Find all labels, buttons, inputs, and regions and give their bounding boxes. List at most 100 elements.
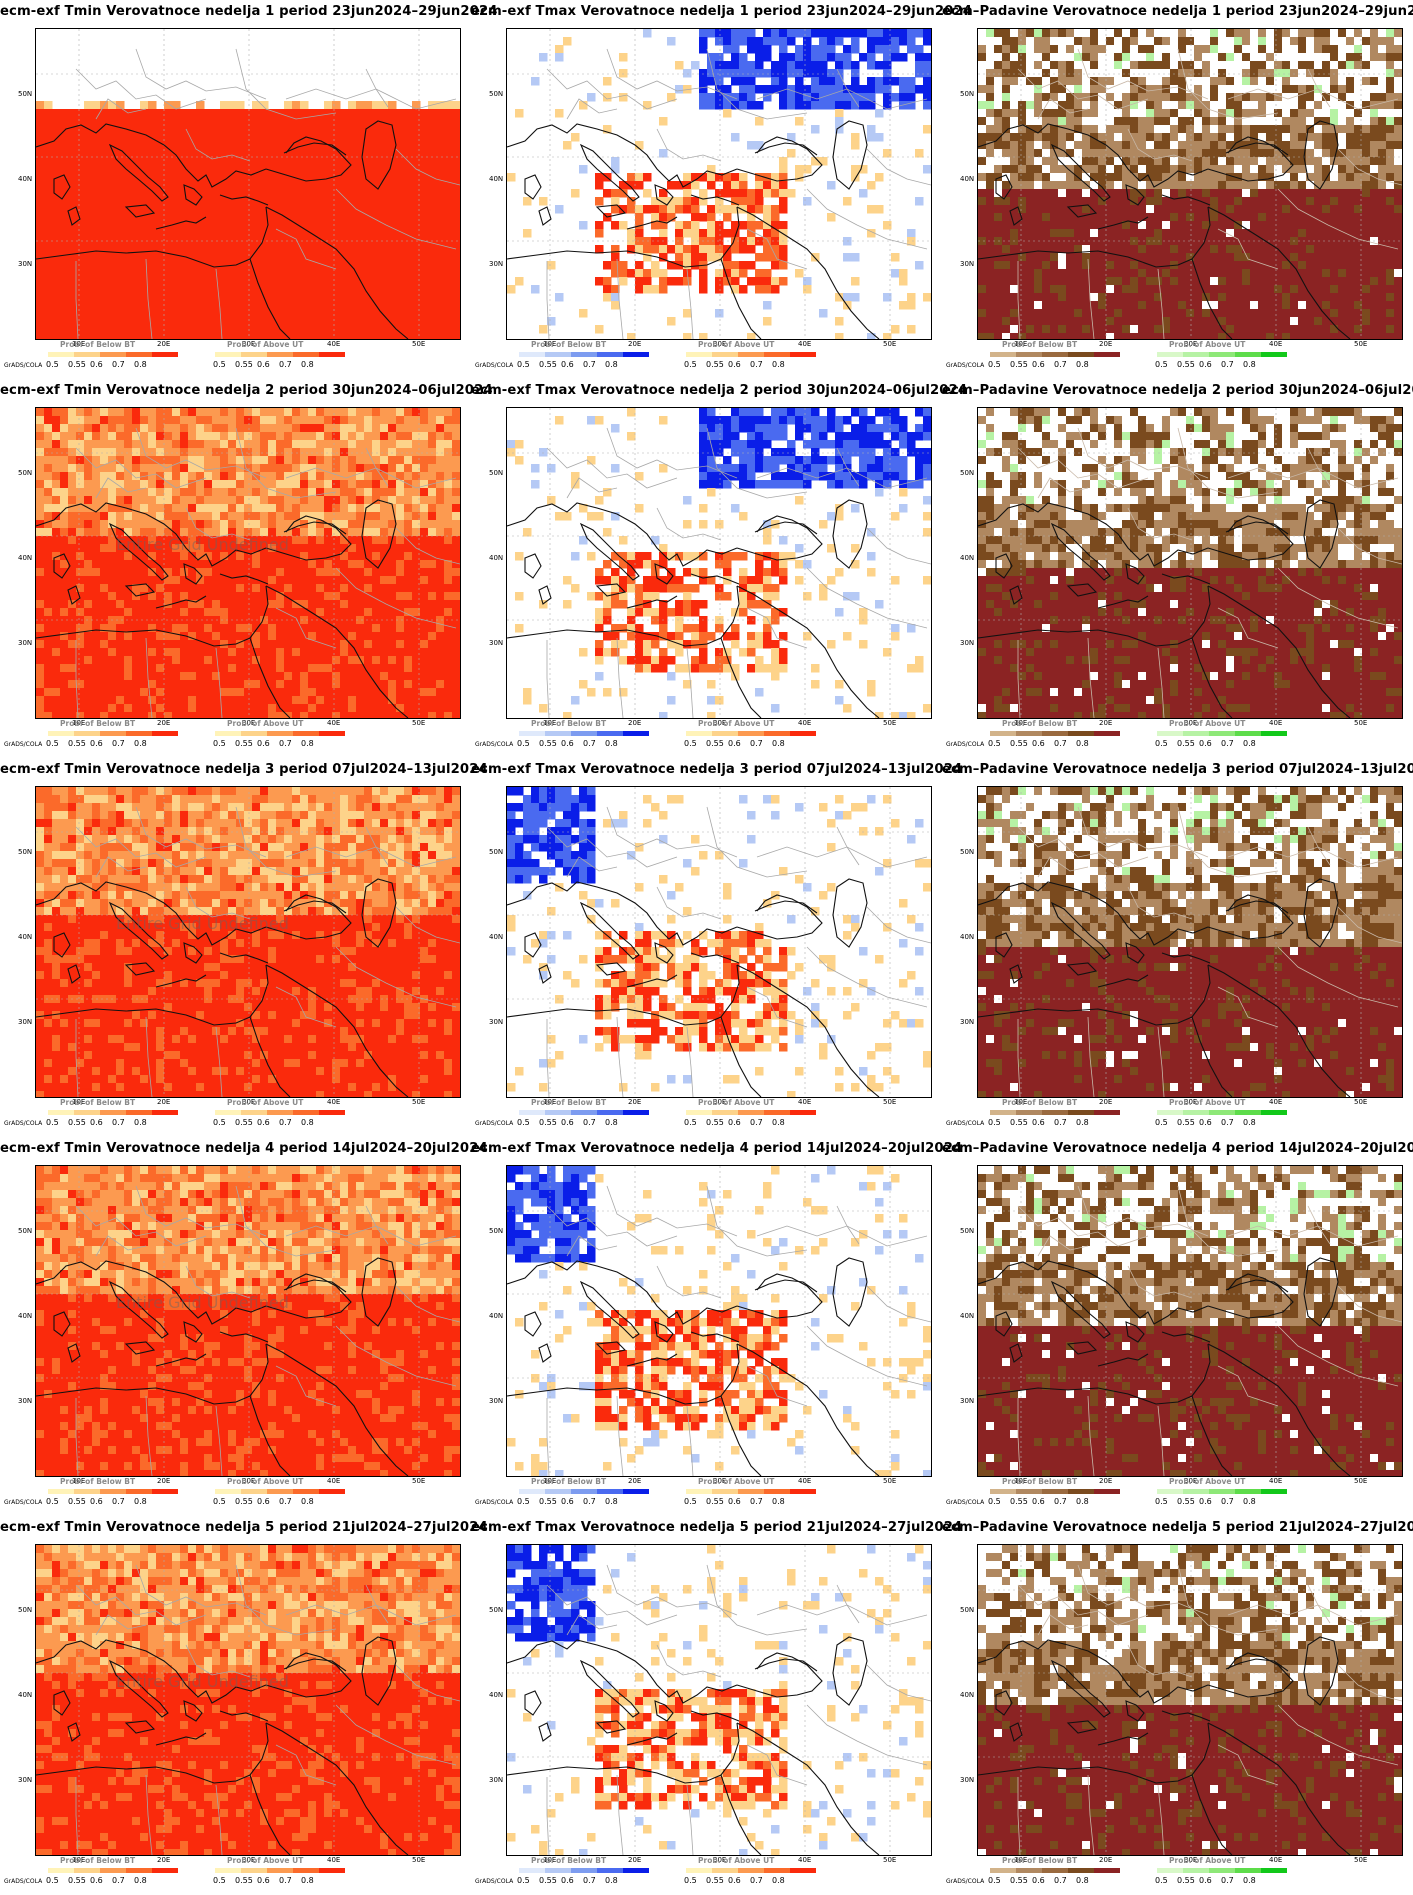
coastline [507, 1260, 738, 1325]
coastline [1097, 1732, 1149, 1746]
legend-below-values: 0.5 0.55 0.6 0.7 0.8 [517, 360, 627, 369]
probability-raster [507, 787, 931, 1097]
country-border [235, 806, 337, 878]
country-border [706, 1564, 808, 1636]
coastline [736, 1722, 880, 1855]
country-border [606, 48, 738, 100]
legend-swatch [571, 1868, 597, 1873]
grads-credit: GrADS/COLA [475, 362, 513, 369]
panel-pad-week-2: ecm–Padavine Verovatnoce nedelja 2 perio… [942, 379, 1413, 758]
coastline [1050, 143, 1111, 202]
latitude-tick-label: 50N [960, 1227, 974, 1235]
coastline [249, 1016, 291, 1097]
country-border [95, 1235, 147, 1257]
coastline [736, 515, 823, 561]
coastline [265, 206, 409, 339]
legend-below-title: Prob. of Below BT [60, 1477, 135, 1486]
country-border [1227, 88, 1399, 110]
grads-credit: GrADS/COLA [946, 1120, 984, 1127]
legend-swatch [1261, 1489, 1287, 1494]
legend-swatch [215, 731, 241, 736]
legend-value: 0.6 [1032, 1118, 1054, 1127]
country-border [1227, 1604, 1399, 1626]
country-border [1277, 1704, 1399, 1766]
legend-value: 0.55 [1177, 739, 1199, 748]
legend-below-values: 0.5 0.55 0.6 0.7 0.8 [988, 1497, 1098, 1506]
panel-tmin-week-1: ecm-exf Tmin Verovatnoce nedelja 1 perio… [0, 0, 497, 379]
legend-swatch [519, 1868, 545, 1873]
coastline [155, 1353, 207, 1367]
country-border [1277, 567, 1399, 629]
longitude-tick-label: 20E [1099, 719, 1112, 727]
legend-swatch [1094, 1110, 1120, 1115]
country-border [836, 1584, 860, 1624]
longitude-tick-label: 30E [1184, 340, 1197, 348]
legend-swatch [293, 1110, 319, 1115]
coastline [690, 573, 740, 585]
country-border [836, 68, 860, 108]
panel-title: ecm-exf Tmin Verovatnoce nedelja 5 perio… [0, 1520, 488, 1535]
legend-swatch [100, 352, 126, 357]
legend-swatch [1183, 352, 1209, 357]
legend-value: 0.6 [257, 1118, 279, 1127]
legend-swatch [686, 1110, 712, 1115]
coastline [155, 1732, 207, 1746]
legend-value: 0.6 [561, 1876, 583, 1885]
legend-swatch [1042, 1868, 1068, 1873]
longitude-tick-label: 20E [628, 1098, 641, 1106]
coastline [283, 1279, 347, 1293]
coastline [579, 1280, 640, 1339]
country-border [1157, 647, 1165, 718]
country-border [606, 1185, 738, 1237]
legend-above-colorbar [686, 1868, 816, 1873]
map-area [977, 1544, 1403, 1856]
legend-swatch [1016, 1868, 1042, 1873]
legend-below-values: 0.5 0.55 0.6 0.7 0.8 [46, 739, 156, 748]
country-border [1017, 826, 1149, 868]
legend-below-values: 0.5 0.55 0.6 0.7 0.8 [517, 1497, 627, 1506]
coastline [507, 1722, 740, 1784]
country-border [185, 128, 251, 162]
legend-above-colorbar [1157, 1868, 1287, 1873]
coastline [53, 174, 71, 200]
legend-value: 0.8 [1076, 360, 1098, 369]
coastline [1125, 1321, 1145, 1343]
country-border [1177, 1185, 1279, 1257]
country-border [746, 1744, 808, 1786]
legend-value: 0.7 [279, 1497, 301, 1506]
legend-swatch [74, 1868, 100, 1873]
legend-value: 0.5 [46, 1876, 68, 1885]
coastline [124, 204, 156, 218]
panel-title: ecm–Padavine Verovatnoce nedelja 2 perio… [942, 383, 1413, 398]
legend-swatch [267, 352, 293, 357]
coastline [524, 174, 542, 200]
coastline [538, 1722, 552, 1742]
map-area [977, 1165, 1403, 1477]
longitude-tick-label: 40E [798, 1477, 811, 1485]
legend-swatch [519, 1489, 545, 1494]
country-border [135, 427, 267, 479]
legend-swatch [597, 1868, 623, 1873]
legend-value: 0.6 [1032, 1497, 1054, 1506]
longitude-tick-label: 40E [1269, 340, 1282, 348]
probability-raster [36, 1545, 460, 1855]
legend-below-title: Prob. of Below BT [531, 1856, 606, 1865]
country-border [215, 1405, 223, 1476]
legend-value: 0.6 [1032, 360, 1054, 369]
country-border [806, 567, 928, 629]
legend-above-values: 0.5 0.55 0.6 0.7 0.8 [684, 1118, 794, 1127]
country-border [285, 88, 457, 110]
longitude-tick-label: 20E [628, 1477, 641, 1485]
legend-swatch [293, 1489, 319, 1494]
country-border [135, 806, 267, 858]
legend-swatch [1157, 1489, 1183, 1494]
coastline [626, 974, 678, 988]
legend-above-colorbar [215, 1489, 345, 1494]
legend-swatch [519, 731, 545, 736]
coastline [1125, 1700, 1145, 1722]
panel-title: ecm-exf Tmax Verovatnoce nedelja 1 perio… [471, 4, 972, 19]
coastline [1050, 1659, 1111, 1718]
legend-value: 0.7 [112, 1118, 134, 1127]
longitude-tick-label: 20E [1099, 1477, 1112, 1485]
longitude-tick-label: 20E [1099, 340, 1112, 348]
